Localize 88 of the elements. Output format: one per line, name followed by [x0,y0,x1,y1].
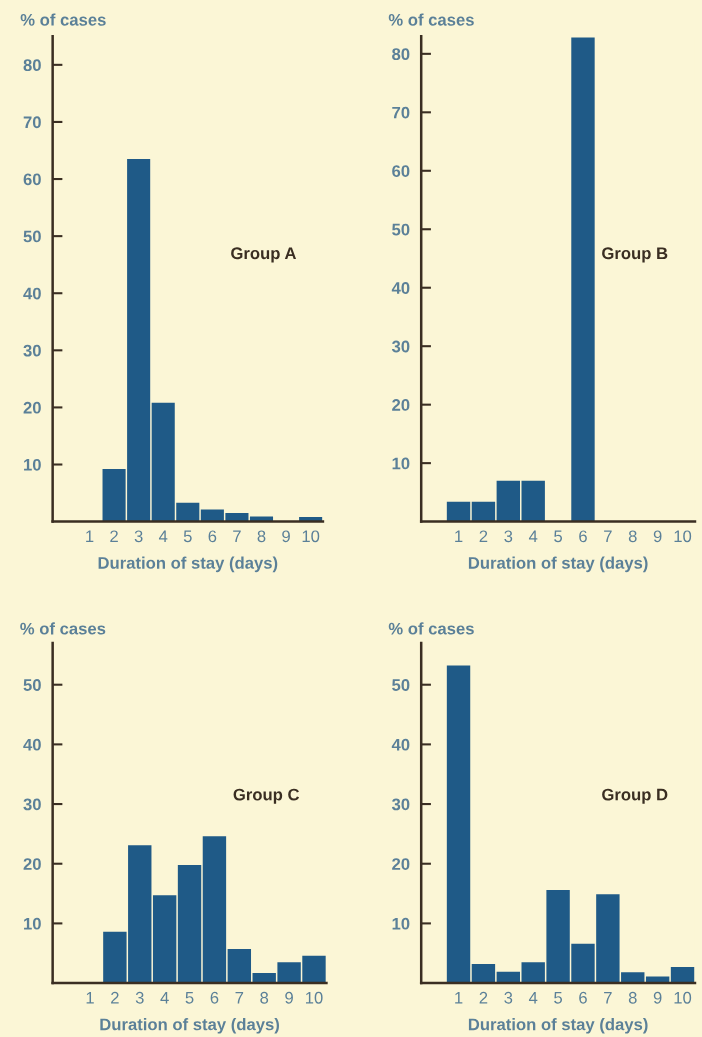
y-tick-label: 40 [391,738,410,751]
x-tick-label: 2 [479,530,488,543]
bar [177,864,202,984]
y-tick-label: 30 [23,344,41,357]
bar [152,895,177,984]
y-tick-label: 40 [391,282,410,294]
y-tick-label: 70 [23,116,41,129]
x-tick-label: 6 [208,530,217,543]
x-tick-label: 10 [302,530,320,543]
x-tick-label: 5 [185,992,194,1004]
y-tick-label: 30 [391,340,410,353]
text: Group A [231,247,297,263]
x-tick-label: 2 [111,991,119,1004]
x-tick-label: 10 [674,991,692,1004]
y-axis-title: % of cases [20,13,106,26]
x-tick-label: 1 [86,992,94,1004]
x-tick-label: 9 [653,991,662,1004]
y-axis-title: % of cases [20,622,106,635]
x-tick-label: 8 [628,991,637,1004]
x-tick-label: 1 [455,992,463,1004]
bar [227,949,252,984]
y-tick-label: 10 [392,457,410,470]
x-tick-label: 5 [554,992,563,1004]
y-tick-label: 70 [392,106,410,119]
x-tick-label: 5 [554,530,563,543]
x-tick-label: 1 [86,530,94,543]
x-tick-label: 2 [110,530,118,543]
y-tick-label: 10 [392,917,410,930]
x-tick-label: 8 [628,530,637,543]
text: Group C [233,788,300,804]
x-tick-label: 6 [579,991,587,1004]
x-tick-label: 10 [305,991,323,1004]
bar [571,37,595,522]
x-tick-label: 4 [528,992,538,1004]
bar [202,836,227,984]
bar [521,480,545,522]
y-tick-label: 50 [392,223,410,236]
x-tick-label: 7 [233,530,241,543]
x-tick-label: 1 [455,530,463,543]
y-tick-label: 20 [392,399,410,411]
x-tick-label: 6 [579,530,587,543]
bar [471,963,496,984]
x-tick-label: 9 [282,530,290,543]
y-tick-label: 20 [392,858,410,870]
x-axis-title: Duration of stay (days) [468,556,648,573]
y-tick-label: 60 [392,165,410,177]
x-tick-label: 7 [235,992,244,1004]
y-tick-label: 40 [23,287,41,300]
bar [446,665,471,984]
y-axis-title: % of cases [388,13,474,26]
x-tick-label: 4 [160,992,169,1004]
bar [670,966,695,984]
y-tick-label: 20 [23,858,41,870]
x-tick-label: 7 [604,992,612,1004]
x-tick-label: 8 [260,991,269,1004]
x-tick-label: 10 [674,530,692,543]
x-tick-label: 9 [285,991,293,1004]
y-tick-label: 10 [24,458,41,471]
text: Group B [602,247,668,263]
x-tick-label: 4 [158,530,168,543]
x-tick-label: 6 [210,991,219,1004]
y-tick-label: 50 [23,230,41,243]
y-tick-label: 20 [23,401,41,414]
x-tick-label: 9 [653,530,662,543]
x-tick-label: 4 [528,530,538,543]
y-tick-label: 80 [392,48,410,61]
x-tick-label: 3 [134,530,143,543]
x-tick-label: 8 [257,530,266,543]
text: Group D [602,788,668,804]
x-axis-title: Duration of stay (days) [98,556,278,573]
y-tick-label: 80 [23,59,41,72]
x-tick-label: 3 [504,991,513,1004]
x-axis-title: Duration of stay (days) [100,1018,280,1034]
x-axis-title: Duration of stay (days) [468,1018,648,1034]
x-tick-label: 2 [479,991,488,1004]
y-tick-label: 30 [391,798,410,811]
y-axis-title: % of cases [388,622,474,635]
x-tick-label: 3 [135,991,144,1004]
y-tick-label: 50 [392,679,410,691]
y-tick-label: 10 [24,917,41,930]
x-tick-label: 7 [604,530,612,543]
bar [496,480,521,522]
y-tick-label: 40 [23,738,41,751]
y-tick-label: 50 [23,679,41,691]
y-tick-label: 30 [23,798,41,811]
x-tick-label: 5 [183,530,192,543]
y-tick-label: 60 [23,173,41,186]
x-tick-label: 3 [504,530,513,543]
